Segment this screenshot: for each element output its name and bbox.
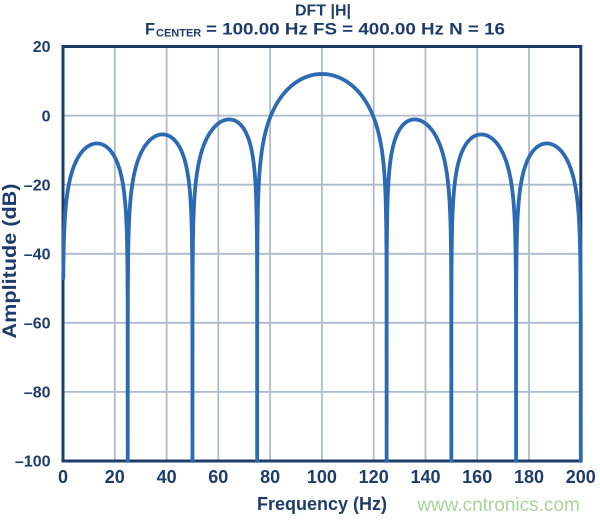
svg-text:160: 160 [462, 467, 492, 487]
svg-text:DFT |H|: DFT |H| [295, 2, 351, 19]
svg-text:0: 0 [42, 108, 51, 125]
svg-text:–40: –40 [24, 246, 51, 263]
svg-text:–80: –80 [24, 385, 51, 402]
svg-text:F: F [145, 20, 155, 38]
svg-text:www.cntronics.com: www.cntronics.com [416, 495, 580, 516]
svg-text:–100: –100 [15, 454, 51, 471]
svg-text:140: 140 [410, 467, 440, 487]
svg-text:CENTER: CENTER [156, 27, 201, 39]
svg-text:Frequency (Hz): Frequency (Hz) [257, 494, 387, 514]
svg-text:200: 200 [566, 467, 596, 487]
svg-text:100: 100 [307, 467, 337, 487]
svg-text:20: 20 [105, 467, 125, 487]
svg-text:40: 40 [157, 467, 177, 487]
svg-text:0: 0 [58, 467, 68, 487]
svg-text:180: 180 [514, 467, 544, 487]
svg-text:120: 120 [359, 467, 389, 487]
svg-text:–20: –20 [24, 177, 51, 194]
svg-text:20: 20 [33, 39, 51, 56]
svg-text:60: 60 [208, 467, 228, 487]
svg-text:–60: –60 [24, 316, 51, 333]
svg-text:Amplitude (dB): Amplitude (dB) [0, 184, 21, 339]
svg-text:= 100.00 Hz FS = 400.00 Hz N =: = 100.00 Hz FS = 400.00 Hz N = 16 [206, 20, 505, 38]
svg-text:80: 80 [260, 467, 280, 487]
